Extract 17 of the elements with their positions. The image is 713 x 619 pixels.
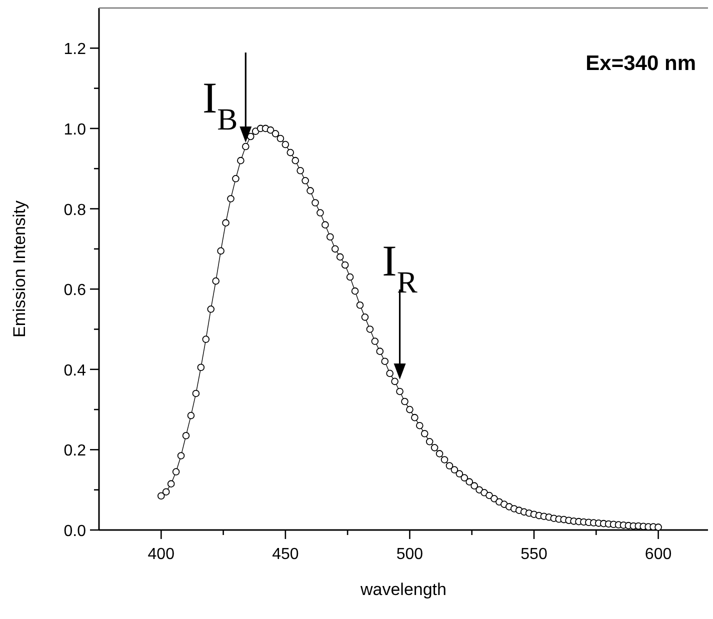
x-axis-title: wavelength xyxy=(359,580,447,599)
x-tick-label: 500 xyxy=(396,546,424,563)
y-tick-label: 1.2 xyxy=(64,41,86,58)
x-tick-label: 550 xyxy=(520,546,548,563)
annotation: I$_{R}$ xyxy=(382,236,418,300)
annotation: Ex=340 nm xyxy=(586,52,696,75)
annotation: I$_{B}$ xyxy=(202,74,238,137)
x-tick-label: 600 xyxy=(644,546,672,563)
y-axis-title: Emission Intensity xyxy=(10,200,29,338)
x-tick-label: 400 xyxy=(148,546,175,563)
y-tick-label: 0.4 xyxy=(64,362,86,380)
y-tick-label: 0.8 xyxy=(64,202,86,219)
y-tick-label: 0.2 xyxy=(64,442,86,460)
y-tick-label: 0.0 xyxy=(64,523,86,540)
y-tick-label: 1.0 xyxy=(64,121,86,138)
y-tick-label: 0.6 xyxy=(64,282,86,300)
x-tick-label: 450 xyxy=(272,546,299,563)
